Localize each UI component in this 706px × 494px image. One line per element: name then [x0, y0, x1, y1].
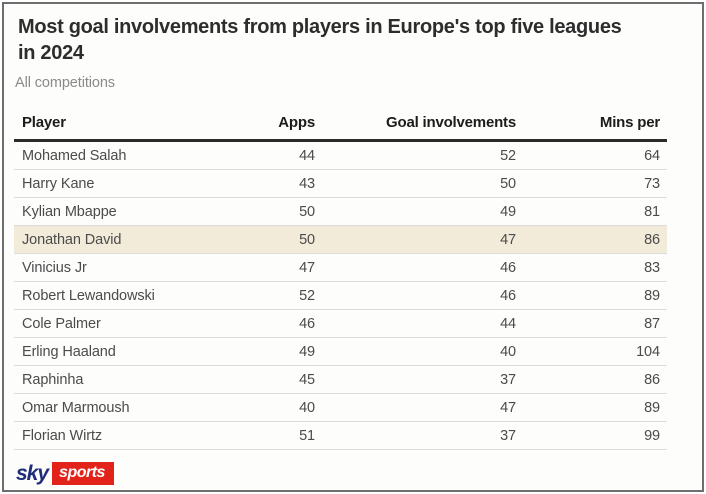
apps-cell: 50 [194, 225, 315, 254]
mins-per-cell: 99 [516, 421, 667, 450]
sports-logo-badge: sports [52, 462, 114, 485]
mins-per-cell: 89 [516, 281, 667, 310]
apps-cell: 46 [194, 309, 315, 338]
goal-involvements-cell: 37 [315, 365, 516, 394]
player-name-cell: Erling Haaland [14, 337, 194, 366]
table-row: Erling Haaland 49 40 104 [14, 337, 667, 366]
goal-involvements-cell: 40 [315, 337, 516, 366]
player-name-cell: Raphinha [14, 365, 194, 394]
player-name-cell: Vinicius Jr [14, 253, 194, 282]
page-title: Most goal involvements from players in E… [18, 14, 682, 66]
goal-involvements-cell: 46 [315, 253, 516, 282]
column-header-goal-involvements: Goal involvements [315, 114, 516, 142]
infographic: Most goal involvements from players in E… [4, 4, 702, 490]
player-name-cell: Harry Kane [14, 169, 194, 198]
subtitle: All competitions [15, 75, 115, 91]
mins-per-cell: 86 [516, 225, 667, 254]
player-name-cell: Kylian Mbappe [14, 197, 194, 226]
apps-cell: 47 [194, 253, 315, 282]
goal-involvements-cell: 37 [315, 421, 516, 450]
goal-involvements-cell: 47 [315, 393, 516, 422]
mins-per-cell: 104 [516, 337, 667, 366]
mins-per-cell: 73 [516, 169, 667, 198]
apps-cell: 45 [194, 365, 315, 394]
mins-per-cell: 64 [516, 140, 667, 170]
table-row: Robert Lewandowski 52 46 89 [14, 281, 667, 310]
table-row: Florian Wirtz 51 37 99 [14, 421, 667, 450]
player-name-cell: Omar Marmoush [14, 393, 194, 422]
mins-per-cell: 81 [516, 197, 667, 226]
player-name-cell: Robert Lewandowski [14, 281, 194, 310]
stats-table: Player Apps Goal involvements Mins per M… [14, 114, 667, 450]
table-row: Kylian Mbappe 50 49 81 [14, 197, 667, 226]
column-header-mins-per: Mins per [516, 114, 667, 142]
goal-involvements-cell: 52 [315, 140, 516, 170]
player-name-cell: Florian Wirtz [14, 421, 194, 450]
mins-per-cell: 89 [516, 393, 667, 422]
apps-cell: 43 [194, 169, 315, 198]
apps-cell: 49 [194, 337, 315, 366]
table-row: Vinicius Jr 47 46 83 [14, 253, 667, 282]
goal-involvements-cell: 50 [315, 169, 516, 198]
table-header-row: Player Apps Goal involvements Mins per [14, 114, 667, 142]
apps-cell: 50 [194, 197, 315, 226]
table-row-highlighted: Jonathan David 50 47 86 [14, 225, 667, 254]
table-row: Omar Marmoush 40 47 89 [14, 393, 667, 422]
apps-cell: 51 [194, 421, 315, 450]
goal-involvements-cell: 47 [315, 225, 516, 254]
mins-per-cell: 87 [516, 309, 667, 338]
player-name-cell: Cole Palmer [14, 309, 194, 338]
table-row: Cole Palmer 46 44 87 [14, 309, 667, 338]
goal-involvements-cell: 49 [315, 197, 516, 226]
goal-involvements-cell: 44 [315, 309, 516, 338]
column-header-player: Player [14, 114, 194, 142]
player-name-cell: Jonathan David [14, 225, 194, 254]
sky-logo-text: sky [16, 461, 49, 485]
mins-per-cell: 86 [516, 365, 667, 394]
table-row: Mohamed Salah 44 52 64 [14, 140, 667, 170]
apps-cell: 44 [194, 140, 315, 170]
mins-per-cell: 83 [516, 253, 667, 282]
player-name-cell: Mohamed Salah [14, 140, 194, 170]
apps-cell: 52 [194, 281, 315, 310]
page-title-line-2: in 2024 [18, 42, 84, 64]
table-row: Harry Kane 43 50 73 [14, 169, 667, 198]
goal-involvements-cell: 46 [315, 281, 516, 310]
table-row: Raphinha 45 37 86 [14, 365, 667, 394]
sky-sports-logo: sky sports [16, 462, 114, 485]
column-header-apps: Apps [194, 114, 315, 142]
page-title-line-1: Most goal involvements from players in E… [18, 16, 622, 38]
apps-cell: 40 [194, 393, 315, 422]
